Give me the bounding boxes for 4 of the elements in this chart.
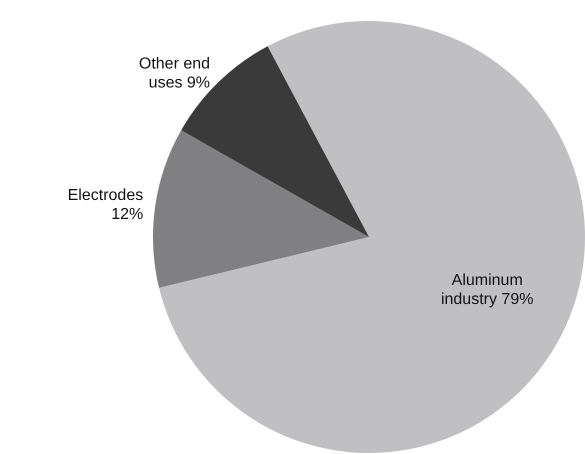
slice-label: Electrodes [68,187,144,204]
slice-label: Other end uses 9% [138,55,210,92]
data-label: 12% [111,206,144,224]
slice-label: Aluminum industry 79% [440,272,534,308]
